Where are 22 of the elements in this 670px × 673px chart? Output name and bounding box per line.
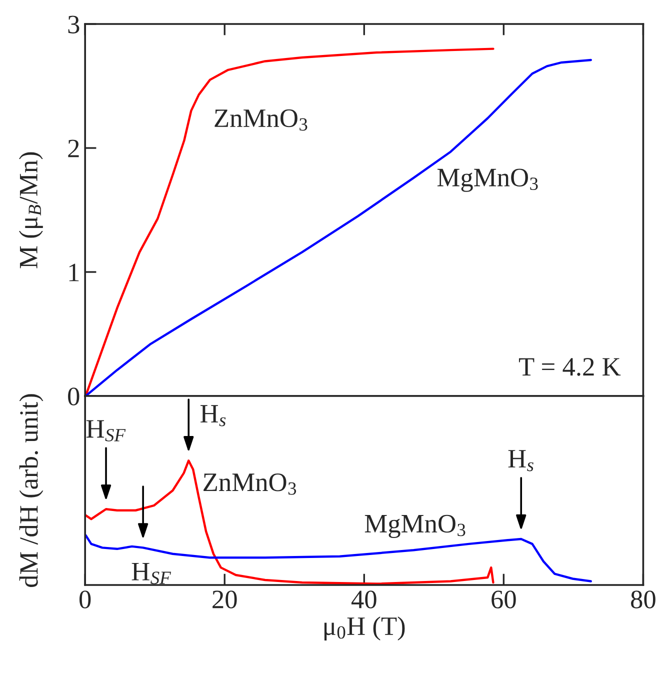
y-axis-title: M (μ$_{B}$/Mn) [18, 152, 43, 268]
x-tick-label: 40 [351, 590, 376, 608]
series-label: ZnMnO$_{3}$ [214, 109, 308, 131]
y-tick-label: 0 [68, 388, 80, 406]
series-label: MgMnO$_{3}$ [437, 168, 538, 192]
annotation: H$_{SF}$ [86, 420, 126, 442]
x-axis-title: μ$_{0}$H (T) [324, 616, 405, 640]
annotation: H$_{SF}$ [132, 562, 172, 584]
series-label: MgMnO$_{3}$ [364, 514, 466, 538]
x-tick-label: 80 [631, 590, 656, 608]
y-axis-title: dM /dH (arb. unit) [19, 394, 44, 588]
y-tick-label: 3 [68, 16, 80, 34]
annotation: T = 4.2 K [518, 358, 621, 376]
x-tick-label: 0 [80, 590, 91, 608]
series-label: ZnMnO$_{3}$ [204, 473, 296, 495]
annotation: H$_{s}$ [200, 405, 226, 426]
x-tick-label: 20 [212, 590, 237, 608]
annotation: H$_{s}$ [508, 450, 534, 472]
x-tick-label: 60 [492, 590, 516, 608]
y-tick-label: 1 [69, 264, 79, 282]
y-tick-label: 2 [68, 140, 79, 158]
line-series [85, 58, 592, 396]
